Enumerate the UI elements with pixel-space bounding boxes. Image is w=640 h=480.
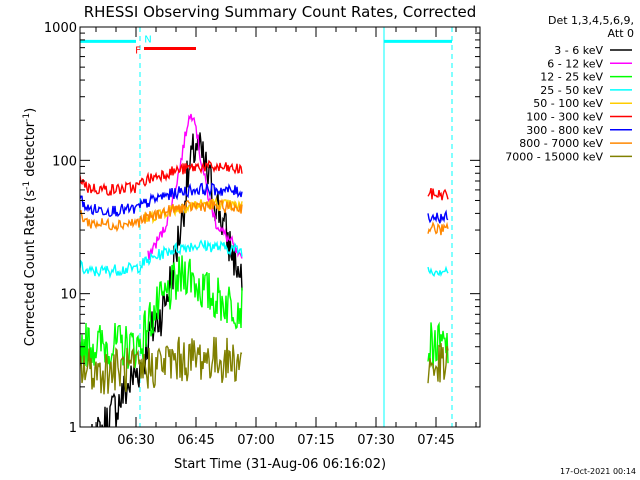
- legend-label-6-12-kev: 6 - 12 keV: [547, 57, 603, 70]
- series-12-25-kev-segment-1: [80, 255, 243, 369]
- legend-label-50-100-kev: 50 - 100 keV: [533, 97, 603, 110]
- legend-label-100-300-kev: 100 - 300 keV: [526, 111, 603, 124]
- series-800-7000-kev-segment-2: [427, 221, 449, 236]
- series-100-300-kev-segment-1: [80, 159, 243, 196]
- legend-header-line2: Att 0: [608, 27, 634, 40]
- flag-letter-n: N: [144, 34, 151, 45]
- x-tick-label-06-45: 06:45: [177, 433, 214, 448]
- y-axis-label-main: Corrected Count Rate (s: [23, 190, 38, 347]
- chart-title: RHESSI Observing Summary Count Rates, Co…: [84, 3, 477, 21]
- legend-label-25-50-kev: 25 - 50 keV: [540, 84, 603, 97]
- series-800-7000-kev: [80, 199, 449, 236]
- series-800-7000-kev-segment-1: [80, 199, 243, 233]
- x-tick-label-07-45: 07:45: [417, 433, 454, 448]
- series-12-25-kev: [80, 255, 449, 369]
- series-25-50-kev-segment-2: [427, 265, 449, 278]
- series-100-300-kev-segment-2: [427, 187, 449, 201]
- y-tick-label-1000: 1000: [44, 21, 77, 36]
- x-tick-label-07-30: 07:30: [357, 433, 394, 448]
- y-axis-label-mid: detector: [23, 121, 38, 181]
- plot-area: FN: [80, 27, 453, 427]
- series-12-25-kev-segment-2: [427, 321, 449, 369]
- legend-header-line1: Det 1,3,4,5,6,9,: [548, 14, 634, 27]
- plot-frame: [79, 26, 481, 428]
- x-tick-label-07-15: 07:15: [297, 433, 334, 448]
- series-6-12-kev: [147, 113, 243, 260]
- y-axis-label-end: ): [23, 108, 38, 113]
- series-300-800-kev-segment-1: [80, 182, 243, 218]
- legend-label-3-6-kev: 3 - 6 keV: [554, 44, 603, 57]
- x-axis-label: Start Time (31-Aug-06 06:16:02): [174, 457, 386, 472]
- series-25-50-kev-segment-1: [80, 239, 243, 279]
- legend-label-800-7000-kev: 800 - 7000 keV: [519, 137, 603, 150]
- y-tick-label-100: 100: [52, 154, 77, 169]
- data-layer: FN: [80, 27, 453, 427]
- series-7000-15000-kev: [80, 336, 449, 395]
- x-tick-label-07-00: 07:00: [237, 433, 274, 448]
- footer-date: 17-Oct-2021 00:14: [560, 467, 636, 476]
- series-25-50-kev: [80, 239, 449, 279]
- y-tick-label-10: 10: [60, 288, 77, 303]
- series-300-800-kev-segment-2: [427, 209, 449, 224]
- legend-label-12-25-kev: 12 - 25 keV: [540, 71, 603, 84]
- legend-label-7000-15000-kev: 7000 - 15000 keV: [505, 150, 603, 163]
- legend-label-300-800-kev: 300 - 800 keV: [526, 124, 603, 137]
- series-300-800-kev: [80, 182, 449, 224]
- y-tick-label-1: 1: [69, 421, 77, 436]
- series-6-12-kev-segment-1: [147, 113, 243, 260]
- series-7000-15000-kev-segment-1: [80, 336, 243, 395]
- x-tick-label-06-30: 06:30: [117, 433, 154, 448]
- y-axis-label-sup1: -1: [22, 181, 32, 190]
- y-axis-label: Corrected Count Rate (s-1 detector-1): [22, 108, 38, 346]
- flag-letter-f: F: [135, 45, 141, 56]
- series-7000-15000-kev-segment-2: [427, 343, 449, 384]
- y-axis-label-sup2: -1: [22, 113, 32, 122]
- axes-layer: 1 10 100 1000 06:30 06:45 07:00 07:15 07:30 07:45: [44, 21, 480, 448]
- series-100-300-kev: [80, 159, 449, 201]
